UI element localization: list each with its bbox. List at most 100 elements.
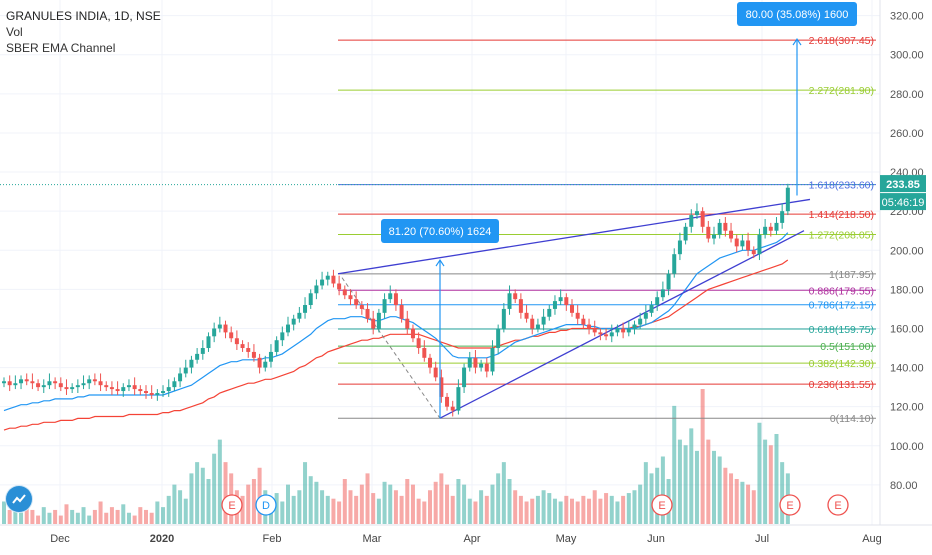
volume-bar <box>246 484 251 524</box>
fibonacci-levels[interactable]: 2.618(307.45) 2.272(281.90) 1.618(233.60) 1… <box>0 35 876 425</box>
volume-bar <box>712 450 716 524</box>
volume-bar <box>462 484 467 524</box>
fib-level-label: 0.382(142.30) <box>809 358 874 370</box>
volume-bar <box>75 512 80 524</box>
dividend-marker-label: D <box>262 500 270 512</box>
candle-body <box>632 324 637 329</box>
candle-body <box>581 318 586 325</box>
volume-indicator-label[interactable]: Vol <box>6 25 23 39</box>
candle-body <box>530 318 535 329</box>
volume-bar <box>371 493 376 524</box>
lower-measure-label: 81.20 (70.60%) 1624 <box>389 226 492 238</box>
candle-body <box>121 387 126 392</box>
candle-body <box>501 308 506 329</box>
volume-bar <box>240 495 245 524</box>
candle-body <box>342 289 347 296</box>
volume-bar <box>473 501 478 524</box>
volume-bar <box>308 476 313 524</box>
ema-indicator-label[interactable]: SBER EMA Channel <box>6 41 116 55</box>
volume-bar <box>325 495 330 524</box>
volume-bar <box>541 490 546 524</box>
candle-body <box>161 391 166 393</box>
countdown-value: 05:46:19 <box>882 197 925 209</box>
candle-body <box>570 305 574 313</box>
candle-body <box>314 285 319 294</box>
price-tick-label: 140.00 <box>890 363 924 375</box>
volume-bar <box>144 509 148 524</box>
candle-body <box>615 328 620 333</box>
ema-slow-line <box>3 259 789 431</box>
time-tick-label: Apr <box>463 533 480 545</box>
candle-body <box>286 324 290 333</box>
candle-body <box>643 312 648 319</box>
price-tick-label: 280.00 <box>890 89 924 101</box>
volume-bar <box>660 456 665 524</box>
candle-body <box>7 381 12 386</box>
candle-body <box>206 336 211 349</box>
candle-body <box>81 383 86 386</box>
volume-bar <box>348 490 353 524</box>
candle-body <box>717 222 722 235</box>
candle-body <box>223 324 228 333</box>
volume-bar <box>405 479 410 524</box>
candle-body <box>376 312 381 329</box>
volume-bar <box>564 495 569 524</box>
volume-bar <box>530 498 535 524</box>
fib-level-label: 1(187.95) <box>829 269 874 281</box>
candle-body <box>109 387 114 390</box>
volume-bar <box>587 498 592 524</box>
volume-bar <box>729 473 734 524</box>
symbol-title[interactable]: GRANULES INDIA, 1D, NSE <box>6 9 161 23</box>
tradingview-logo-icon[interactable] <box>6 486 32 512</box>
volume-bar <box>257 467 262 524</box>
candle-body <box>552 301 557 309</box>
price-tick-label: 300.00 <box>890 50 924 62</box>
candle-body <box>626 328 631 333</box>
volume-bar <box>200 467 205 524</box>
upper-trendline <box>337 198 811 275</box>
event-marker <box>221 494 243 516</box>
volume-bar <box>87 515 92 524</box>
volume-bar <box>740 481 745 524</box>
volume-bar <box>331 498 336 524</box>
volume-bar <box>297 490 302 524</box>
candle-body <box>598 332 603 335</box>
last-price-tag <box>880 175 926 193</box>
volume-bar <box>416 498 421 524</box>
volume-bar <box>393 490 398 524</box>
candle-body <box>229 332 234 339</box>
candle-body <box>780 211 785 223</box>
volume-bar <box>388 484 393 524</box>
volume-bar <box>161 507 166 524</box>
volume-bar <box>58 515 63 524</box>
volume-bar <box>501 462 506 524</box>
candle-body <box>92 379 97 382</box>
candle-body <box>768 226 773 231</box>
candle-body <box>189 359 194 368</box>
candle-body <box>132 385 137 390</box>
price-tick-label: 80.00 <box>890 480 918 492</box>
volume-bar <box>598 498 603 524</box>
volume-bar <box>757 422 762 524</box>
candle-body <box>535 324 540 329</box>
volume-bar <box>7 509 12 524</box>
measure-tools[interactable]: 80.00 (35.08%) 1600 81.20 (70.60%) 1624 <box>381 2 857 419</box>
volume-bar <box>217 439 222 524</box>
candle-body <box>609 332 614 337</box>
volume-bar <box>166 495 171 524</box>
time-tick-label: Dec <box>50 533 70 545</box>
candle-body <box>587 324 592 329</box>
candle-body <box>422 348 427 358</box>
chart-legend: GRANULES INDIA, 1D, NSE Vol SBER EMA Cha… <box>6 8 161 56</box>
volume-bar <box>626 493 631 524</box>
candle-body <box>575 312 580 319</box>
candle-body <box>138 389 143 392</box>
volume-bar <box>456 479 461 524</box>
trendlines[interactable] <box>337 198 811 419</box>
candle-body <box>638 318 643 325</box>
volume-bar <box>251 479 256 524</box>
